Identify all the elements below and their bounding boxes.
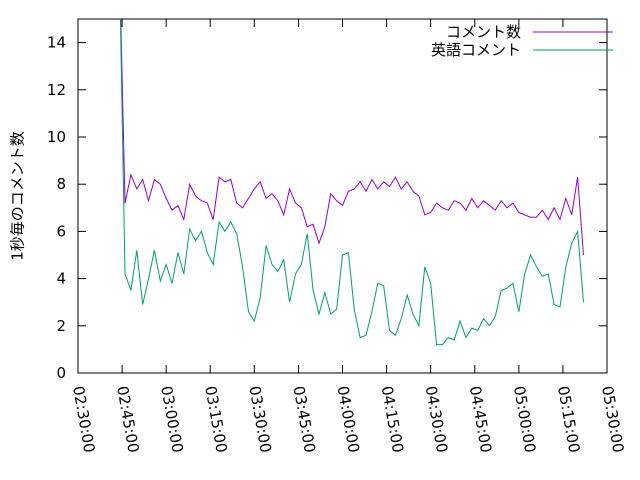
x-tick-label: 02:30:00 <box>69 385 98 454</box>
y-tick-label: 12 <box>47 81 66 99</box>
y-axis-label: 1秒毎のコメント数 <box>9 131 27 261</box>
plot-lines <box>119 19 584 346</box>
y-tick-label: 4 <box>56 270 66 288</box>
y-tick-label: 14 <box>47 34 66 52</box>
y-tick-label: 10 <box>47 128 66 146</box>
legend-label: 英語コメント <box>431 41 521 59</box>
series-line <box>120 19 584 256</box>
y-tick-label: 8 <box>56 175 66 193</box>
x-tick-label: 02:45:00 <box>113 385 142 454</box>
x-tick-label: 04:45:00 <box>466 385 495 454</box>
x-tick-label: 05:00:00 <box>510 385 539 454</box>
series-line <box>119 19 584 346</box>
x-tick-label: 05:30:00 <box>598 385 627 454</box>
y-tick-label: 6 <box>56 222 66 240</box>
legend-label: コメント数 <box>446 23 521 41</box>
y-tick-label: 2 <box>56 317 66 335</box>
x-tick-label: 05:15:00 <box>554 385 583 454</box>
x-tick-label: 03:00:00 <box>157 385 186 454</box>
plot-border <box>77 18 608 374</box>
y-tick-label: 0 <box>56 364 66 382</box>
x-tick-label: 04:00:00 <box>334 385 363 454</box>
x-tick-label: 03:30:00 <box>245 385 274 454</box>
x-tick-label: 04:15:00 <box>378 385 407 454</box>
x-tick-label: 03:45:00 <box>289 385 318 454</box>
x-tick-label: 03:15:00 <box>201 385 230 454</box>
x-tick-label: 04:30:00 <box>422 385 451 454</box>
